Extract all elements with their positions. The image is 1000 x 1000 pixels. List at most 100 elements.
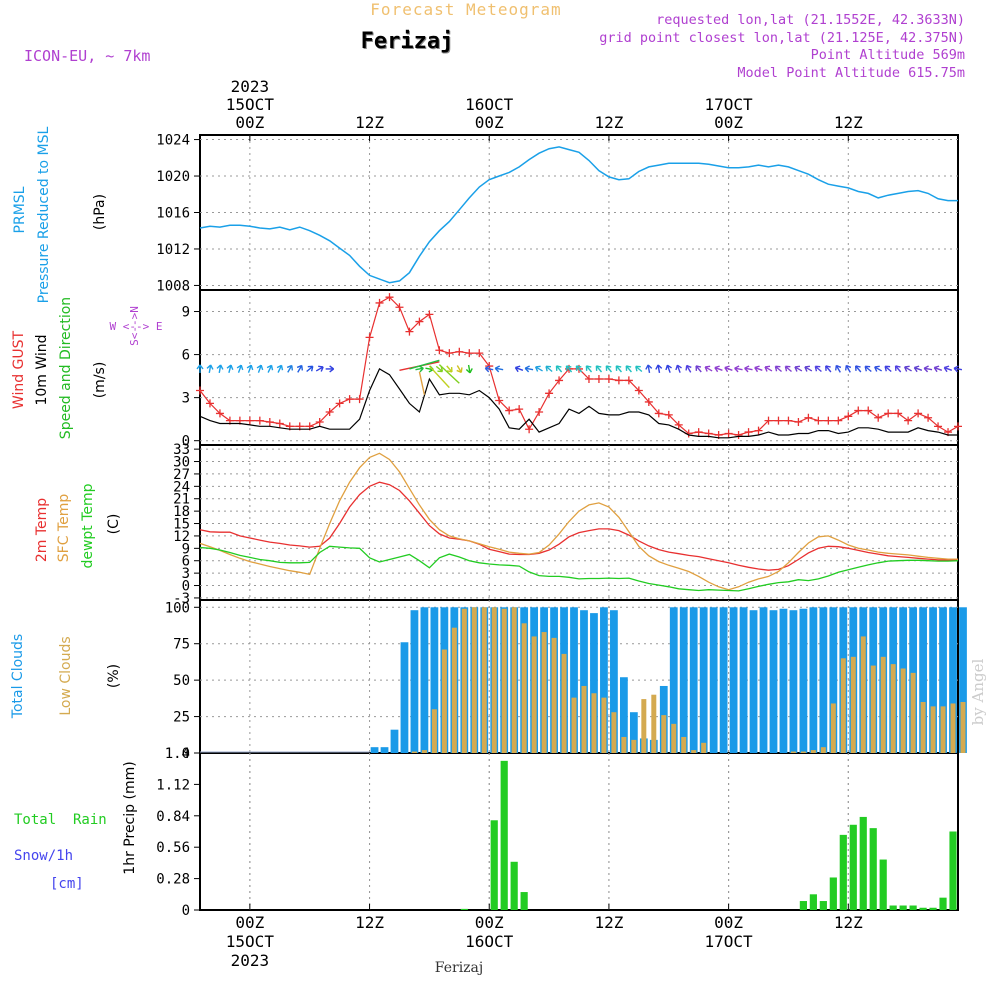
total-cloud-bar [709,607,718,753]
total-clouds-label: Total Clouds [10,634,26,719]
wind-gust-marker [934,422,943,431]
total-cloud-bar [679,607,688,753]
wind-gust-marker [325,407,334,416]
y-tick-label: 3 [182,391,190,407]
total-cloud-bar [410,610,419,753]
wind-gust-marker [495,396,504,405]
wind-gust-marker [365,333,374,342]
y-tick-label: 1012 [156,242,190,258]
top-title: Forecast Meteogram [370,0,561,19]
wind-direction-arrow [595,365,603,373]
y-tick-label: 27 [173,467,190,483]
wind-gust-label: Wind GUST [11,330,27,409]
wind-gust-marker [664,410,673,419]
wind-gust-marker [255,416,264,425]
bottom-date-label: 15OCT [226,932,275,951]
wind-direction-arrow [784,365,792,373]
low-cloud-bar [471,607,477,753]
wind-gust-marker [644,397,653,406]
wind-gust-marker [744,428,753,437]
total-cloud-bar [939,607,947,753]
top-year-label: 2023 [231,77,270,96]
point-altitude: Point Altitude 569m [811,47,965,63]
wind-direction-arrow [555,365,563,373]
wind-direction-arrow [645,364,653,373]
low-cloud-bar [561,653,567,753]
rain-bar [879,859,887,910]
total-rain-label: Total Rain [14,812,107,828]
rain-bar [460,908,468,910]
top-hour-label: 00Z [714,113,743,132]
wind-10m-label: 10m Wind [34,334,50,405]
wind-gust-marker [196,386,204,395]
wind-gust-marker [205,399,214,408]
low-cloud-bar [601,697,607,753]
low-cloud-bar [910,672,916,753]
wind-direction-arrow [665,364,672,373]
wind-direction-arrow [196,364,204,373]
total-cloud-bar [779,608,788,753]
low-cloud-bar [870,665,876,753]
y-tick-label: 21 [173,492,190,508]
bottom-hour-label: 00Z [714,913,743,932]
bottom-date-label: 16OCT [465,932,514,951]
rain-bar [919,907,927,910]
wind-direction-arrow [409,359,440,370]
ms-label: (m/s) [92,362,108,399]
wind-direction-arrow [635,365,643,373]
total-cloud-bar [380,747,389,753]
low-cloud-bar [511,607,517,753]
wind-direction-arrow [854,365,862,373]
wind-gust-marker [884,409,893,418]
wind-direction-arrow [494,365,504,373]
rain-bar [929,907,937,910]
wind-direction-arrow [764,365,773,372]
compass-ns: S<-->N [128,306,141,346]
temp-2m-label: 2m Temp [34,498,50,562]
y-tick-label: 50 [173,673,190,689]
wind-gust-marker [525,425,534,434]
total-cloud-bar [600,607,608,753]
wind-gust-marker [634,386,643,395]
low-cloud-bar [631,739,637,753]
y-tick-label: 25 [173,710,190,726]
wind-gust-marker [694,428,703,437]
total-cloud-bar [699,607,708,753]
wind-gust-marker [824,416,833,425]
wind-speed-dir-label: Speed and Direction [58,297,74,439]
wind-direction-arrow [884,365,892,373]
total-cloud-bar [749,610,758,753]
wind-gust-marker [584,374,593,383]
y-tick-label: 33 [173,442,190,458]
y-tick-label: 1020 [156,169,190,185]
wind-direction-arrow [465,364,473,374]
low-cloud-bar [621,736,627,753]
y-tick-label: 0 [182,903,190,919]
wind-gust-marker [624,376,633,385]
y-tick-label: 6 [182,348,190,364]
wind-direction-arrow [874,365,883,372]
wind-gust-marker [335,399,344,408]
low-cloud-bar [860,636,866,753]
wind-direction-arrow [933,365,943,373]
low-clouds-label: Low Clouds [58,636,74,715]
wind-gust-marker [604,374,613,383]
wind-gust-marker [275,419,284,428]
model-label: ICON-EU, ~ 7km [24,47,150,65]
total-cloud-bar [829,607,838,753]
wind-direction-arrow [724,365,733,373]
temp-sfc-label: SFC Temp [56,494,72,563]
low-cloud-bar [840,658,846,753]
low-cloud-bar [491,607,497,753]
low-cloud-bar [691,750,697,753]
wind-direction-arrow [216,364,224,373]
rain-bar [859,816,867,910]
low-cloud-bar [661,715,667,753]
wind-direction-arrow [456,365,463,374]
wind-gust-marker [435,346,444,355]
wind-direction-arrow [545,365,553,373]
wind-direction-arrow [943,365,953,373]
wind-gust-marker [914,409,923,418]
total-cloud-bar [719,607,728,753]
low-cloud-bar [441,649,447,753]
